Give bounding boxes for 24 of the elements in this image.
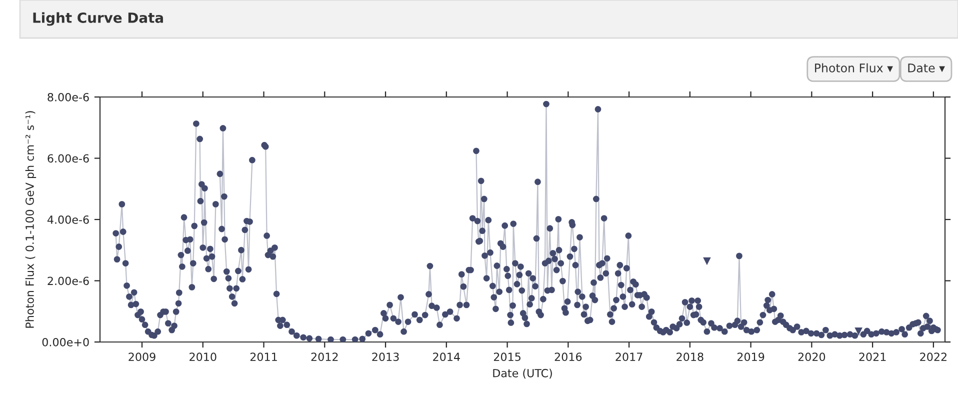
x-tick-label: 2022 [920, 352, 946, 362]
x-tick-label: 2016 [554, 352, 582, 362]
x-tick-label: 2021 [859, 352, 886, 362]
y-tick-label: 4.00e-6 [47, 215, 89, 224]
chart-title: Light Curve Data [33, 12, 163, 26]
y-tick-label: 2.00e-6 [48, 276, 89, 286]
y-tick-label: 6.00e-6 [48, 154, 89, 163]
x-tick-label: 2013 [372, 352, 399, 362]
x-tick-label: 2014 [433, 352, 460, 362]
x-tick-label: 2019 [737, 352, 764, 362]
x-tick-label: 2012 [311, 352, 338, 362]
y-axis-title: Photon Flux ( 0.1-100 GeV ph cm⁻² s⁻¹) [25, 111, 36, 328]
x-tick-label: 2018 [676, 352, 704, 362]
text: Date ▾ [908, 64, 945, 72]
y-tick-label: 0.00e+0 [42, 338, 89, 346]
x-tick-label: 2009 [128, 352, 156, 362]
x-tick-label: 2011 [250, 352, 277, 362]
x-axis-title: Date (UTC) [493, 368, 552, 379]
x-tick-label: 2017 [616, 352, 642, 362]
x-tick-label: 2010 [190, 352, 216, 362]
text: Photon Flux ▾ [815, 63, 893, 72]
y-tick-label: 8.00e-6 [48, 92, 89, 102]
x-tick-label: 2020 [798, 352, 826, 362]
x-tick-label: 2015 [494, 352, 520, 362]
